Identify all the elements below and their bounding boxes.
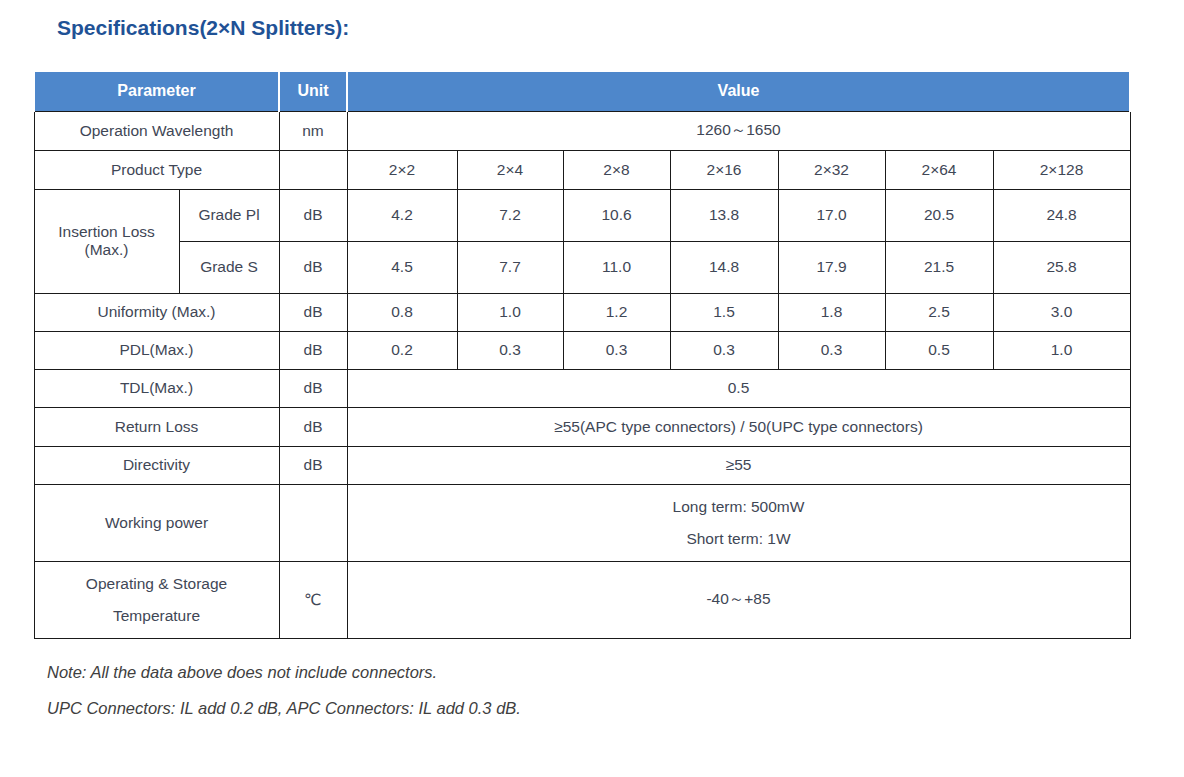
table-header-row: Parameter Unit Value (34, 71, 1130, 111)
value-cell: 1.8 (778, 293, 885, 331)
note-il-add: UPC Connectors: IL add 0.2 dB, APC Conne… (47, 699, 1184, 718)
value-cell: 0.3 (457, 331, 563, 369)
value-cell: 2×128 (993, 150, 1130, 189)
value-cell: 20.5 (885, 189, 993, 241)
param-cell: Directivity (34, 446, 279, 484)
value-cell: 0.3 (670, 331, 778, 369)
unit-cell: dB (279, 241, 347, 293)
value-cell: 1.0 (457, 293, 563, 331)
value-cell: 11.0 (563, 241, 670, 293)
value-cell: 4.5 (347, 241, 457, 293)
header-value: Value (347, 71, 1130, 111)
row-operation-wavelength: Operation Wavelength nm 1260～1650 (34, 111, 1130, 150)
param-cell: Return Loss (34, 407, 279, 446)
value-cell-working-power: Long term: 500mW Short term: 1W (347, 484, 1130, 561)
value-cell: 7.7 (457, 241, 563, 293)
page-title: Specifications(2×N Splitters): (57, 16, 1184, 40)
value-cell: 25.8 (993, 241, 1130, 293)
unit-cell (279, 150, 347, 189)
note-connectors: Note: All the data above does not includ… (47, 663, 1184, 682)
notes-section: Note: All the data above does not includ… (47, 663, 1184, 718)
unit-cell: dB (279, 189, 347, 241)
value-cell: 2×2 (347, 150, 457, 189)
value-cell: 3.0 (993, 293, 1130, 331)
row-return-loss: Return Loss dB ≥55(APC type connectors) … (34, 407, 1130, 446)
row-insertion-loss-grade-pl: Insertion Loss (Max.) Grade Pl dB 4.2 7.… (34, 189, 1130, 241)
value-cell: 2.5 (885, 293, 993, 331)
unit-cell: dB (279, 331, 347, 369)
header-parameter: Parameter (34, 71, 279, 111)
grade-cell: Grade Pl (179, 189, 279, 241)
row-pdl: PDL(Max.) dB 0.2 0.3 0.3 0.3 0.3 0.5 1.0 (34, 331, 1130, 369)
unit-cell: dB (279, 446, 347, 484)
value-cell: 17.9 (778, 241, 885, 293)
working-power-long-term: Long term: 500mW (348, 498, 1130, 516)
row-tdl: TDL(Max.) dB 0.5 (34, 369, 1130, 407)
value-cell: -40～+85 (347, 561, 1130, 638)
value-cell: 2×4 (457, 150, 563, 189)
value-cell: 1.2 (563, 293, 670, 331)
param-cell: PDL(Max.) (34, 331, 279, 369)
operating-temp-label-line2: Temperature (35, 607, 279, 625)
value-cell: 14.8 (670, 241, 778, 293)
operating-temp-label-line1: Operating & Storage (35, 575, 279, 593)
value-cell: 0.8 (347, 293, 457, 331)
param-cell: Working power (34, 484, 279, 561)
grade-cell: Grade S (179, 241, 279, 293)
value-cell: 1.5 (670, 293, 778, 331)
unit-cell (279, 484, 347, 561)
param-cell: TDL(Max.) (34, 369, 279, 407)
unit-cell: dB (279, 369, 347, 407)
value-cell: 0.3 (778, 331, 885, 369)
value-cell: 0.2 (347, 331, 457, 369)
value-cell: ≥55(APC type connectors) / 50(UPC type c… (347, 407, 1130, 446)
specifications-table: Parameter Unit Value Operation Wavelengt… (33, 70, 1131, 639)
value-cell: 0.5 (347, 369, 1130, 407)
working-power-short-term: Short term: 1W (348, 530, 1130, 548)
row-directivity: Directivity dB ≥55 (34, 446, 1130, 484)
insertion-loss-label-line1: Insertion Loss (35, 223, 179, 241)
insertion-loss-label-line2: (Max.) (35, 241, 179, 259)
param-cell: Uniformity (Max.) (34, 293, 279, 331)
unit-cell: ℃ (279, 561, 347, 638)
param-cell-operating-temp: Operating & Storage Temperature (34, 561, 279, 638)
value-cell: 2×8 (563, 150, 670, 189)
row-product-type: Product Type 2×2 2×4 2×8 2×16 2×32 2×64 … (34, 150, 1130, 189)
row-working-power: Working power Long term: 500mW Short ter… (34, 484, 1130, 561)
value-cell: 24.8 (993, 189, 1130, 241)
value-cell: 2×32 (778, 150, 885, 189)
row-uniformity: Uniformity (Max.) dB 0.8 1.0 1.2 1.5 1.8… (34, 293, 1130, 331)
value-cell: 2×16 (670, 150, 778, 189)
value-cell: 0.3 (563, 331, 670, 369)
unit-cell: dB (279, 407, 347, 446)
row-insertion-loss-grade-s: Grade S dB 4.5 7.7 11.0 14.8 17.9 21.5 2… (34, 241, 1130, 293)
param-cell: Product Type (34, 150, 279, 189)
param-cell-insertion-loss: Insertion Loss (Max.) (34, 189, 179, 293)
value-cell: 21.5 (885, 241, 993, 293)
value-cell: 10.6 (563, 189, 670, 241)
unit-cell: dB (279, 293, 347, 331)
row-operating-temperature: Operating & Storage Temperature ℃ -40～+8… (34, 561, 1130, 638)
unit-cell: nm (279, 111, 347, 150)
value-cell: ≥55 (347, 446, 1130, 484)
value-cell: 4.2 (347, 189, 457, 241)
header-unit: Unit (279, 71, 347, 111)
value-cell: 1260～1650 (347, 111, 1130, 150)
value-cell: 2×64 (885, 150, 993, 189)
param-cell: Operation Wavelength (34, 111, 279, 150)
value-cell: 0.5 (885, 331, 993, 369)
value-cell: 13.8 (670, 189, 778, 241)
value-cell: 1.0 (993, 331, 1130, 369)
value-cell: 17.0 (778, 189, 885, 241)
value-cell: 7.2 (457, 189, 563, 241)
